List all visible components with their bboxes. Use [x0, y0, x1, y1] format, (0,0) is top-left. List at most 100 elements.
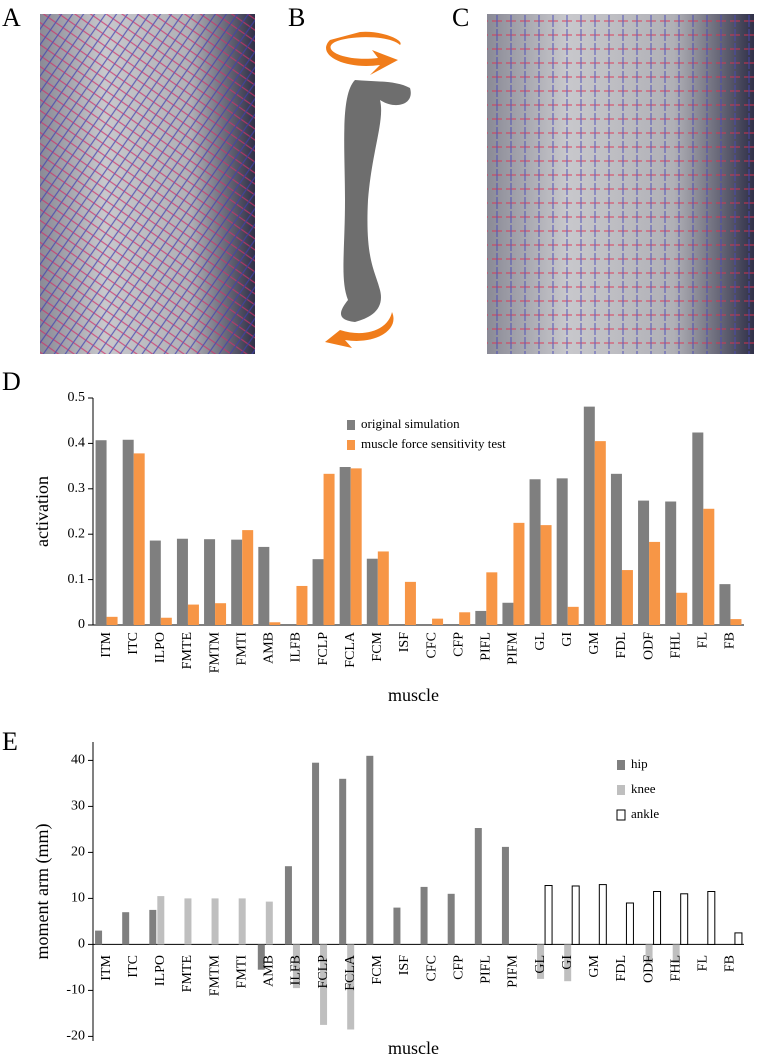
bar: [366, 558, 378, 625]
panel-label: E: [2, 727, 18, 756]
bar: [486, 572, 498, 625]
bar: [598, 884, 607, 945]
bar: [544, 885, 553, 945]
bar: [474, 828, 482, 945]
bar: [501, 846, 509, 945]
panel-c-image: [487, 14, 754, 354]
bar: [238, 898, 246, 945]
bar: [432, 618, 444, 625]
bar: [187, 604, 199, 625]
x-tick-label: FCM: [370, 954, 385, 984]
x-tick-label: ODF: [641, 955, 656, 983]
bar: [269, 622, 281, 625]
y-tick-label: 30: [71, 799, 85, 814]
y-axis-label: activation: [32, 476, 52, 547]
bar: [149, 909, 157, 945]
bar: [204, 539, 216, 625]
bar: [133, 453, 145, 625]
x-tick-label: FHL: [668, 955, 683, 981]
y-tick-label: 0.5: [68, 390, 86, 405]
bar: [347, 944, 355, 1030]
bar: [265, 901, 273, 945]
x-tick-label: FDL: [614, 955, 629, 981]
x-tick-label: AMB: [262, 955, 277, 987]
bar: [149, 540, 161, 625]
legend-label: ankle: [631, 806, 659, 821]
x-tick-label: ILFB: [289, 955, 304, 985]
x-tick-label: FB: [723, 632, 738, 649]
bar: [625, 902, 634, 945]
y-tick-label: -20: [66, 1029, 85, 1044]
bar: [292, 944, 300, 989]
y-tick-label: 10: [71, 891, 85, 906]
legend-label: hip: [631, 756, 648, 771]
x-tick-label: GM: [587, 954, 602, 977]
y-tick-label: -10: [66, 983, 85, 998]
y-tick-label: 0.4: [68, 436, 86, 451]
bar: [730, 619, 742, 625]
bar: [184, 898, 192, 945]
bar: [95, 930, 103, 945]
bar: [645, 944, 653, 963]
x-tick-label: FCLP: [316, 955, 331, 989]
legend-label: knee: [631, 781, 656, 796]
y-tick-label: 0: [78, 937, 85, 952]
x-tick-label: FB: [723, 955, 738, 972]
x-tick-label: ODF: [641, 632, 656, 660]
x-tick-label: FCM: [370, 631, 385, 661]
bar: [312, 559, 324, 625]
x-tick-label: ISF: [397, 955, 412, 975]
bar: [502, 602, 514, 625]
x-tick-label: ILPO: [153, 632, 168, 663]
panel-label: B: [288, 3, 305, 32]
y-axis-label: moment arm (mm): [32, 824, 53, 960]
bar: [707, 891, 716, 945]
bar: [284, 866, 292, 945]
bar: [122, 912, 130, 945]
x-tick-label: FMTM: [207, 954, 222, 996]
bar: [393, 907, 401, 945]
bar: [638, 500, 650, 625]
y-tick-label: 40: [71, 753, 85, 768]
panel-label: D: [2, 367, 21, 396]
bar: [734, 932, 743, 945]
y-tick-label: 20: [71, 845, 85, 860]
bar: [692, 432, 704, 625]
x-tick-label: GL: [533, 955, 548, 974]
bar: [649, 541, 661, 625]
x-tick-label: CFP: [451, 955, 466, 980]
x-tick-label: ILFB: [289, 632, 304, 662]
bar: [122, 439, 134, 625]
x-tick-label: AMB: [262, 632, 277, 664]
panel-label: C: [452, 3, 469, 32]
x-tick-label: ITC: [126, 955, 141, 978]
bar: [211, 898, 219, 945]
x-tick-label: CFP: [451, 632, 466, 657]
x-axis-label: muscle: [388, 685, 439, 705]
bar: [350, 468, 362, 625]
x-tick-label: FHL: [668, 632, 683, 658]
bar: [312, 762, 320, 945]
bar: [420, 886, 428, 945]
bar: [672, 944, 680, 963]
x-tick-label: GM: [587, 631, 602, 654]
bar: [323, 473, 335, 625]
bar: [258, 546, 270, 625]
x-tick-label: FDL: [614, 632, 629, 658]
x-tick-label: CFC: [424, 632, 439, 658]
legend-swatch: [347, 440, 355, 450]
bar: [95, 440, 107, 625]
x-tick-label: GL: [533, 632, 548, 651]
x-tick-label: GI: [560, 632, 575, 647]
y-tick-label: 0.3: [68, 481, 86, 496]
bar: [377, 551, 389, 625]
bar: [653, 891, 662, 945]
bar: [680, 893, 689, 945]
bar: [529, 479, 541, 625]
x-axis-label: muscle: [388, 1038, 439, 1058]
bar: [676, 592, 688, 625]
y-tick-label: 0: [78, 617, 85, 632]
x-tick-label: PIFL: [479, 955, 494, 984]
legend-label: muscle force sensitivity test: [361, 436, 506, 451]
